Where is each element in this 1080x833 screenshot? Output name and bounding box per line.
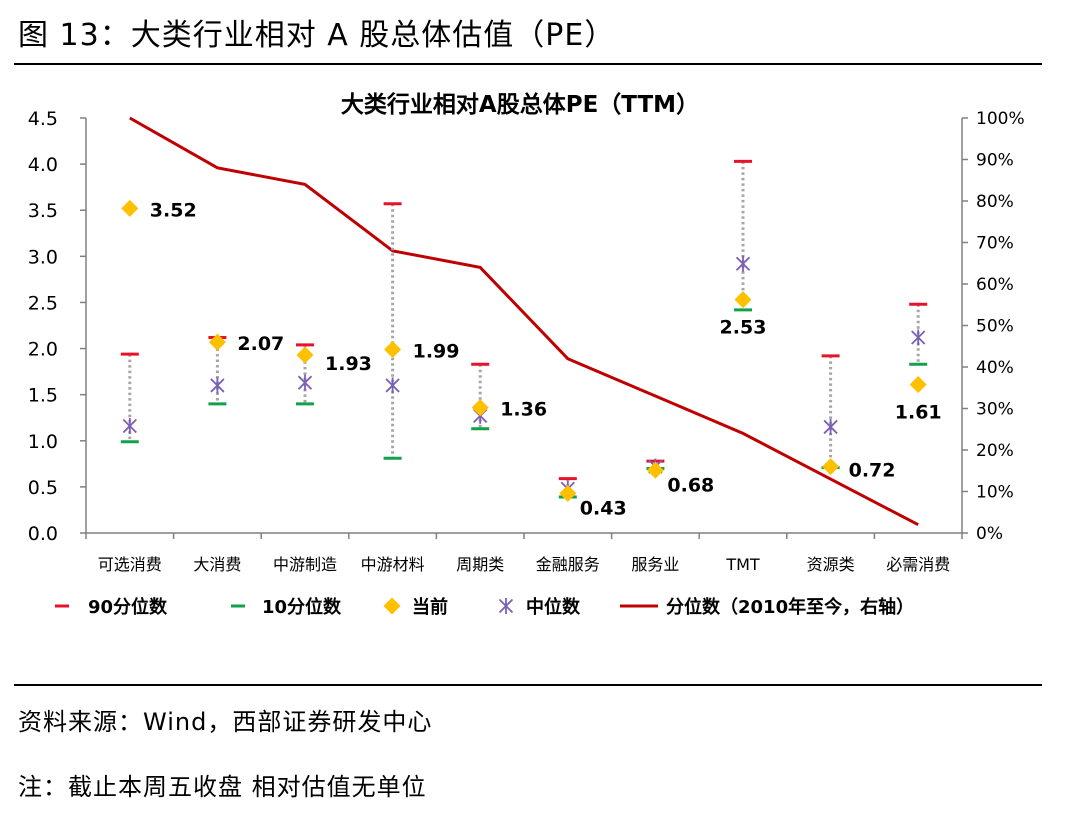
current-marker xyxy=(121,199,139,217)
y-right-tick-label: 40% xyxy=(976,358,1014,378)
x-tick-label: TMT xyxy=(725,555,760,574)
median-marker xyxy=(823,418,838,435)
y-left-tick-label: 3.0 xyxy=(28,246,58,268)
x-tick-label: 周期类 xyxy=(456,555,504,574)
axes xyxy=(80,117,968,539)
data-label: 0.72 xyxy=(849,460,896,482)
data-label: 0.43 xyxy=(580,497,627,519)
y-left-tick-label: 2.5 xyxy=(28,292,58,314)
x-tick-label: 大消费 xyxy=(193,555,241,574)
data-label: 1.99 xyxy=(413,340,460,362)
current-marker xyxy=(559,484,577,502)
x-tick-label: 必需消费 xyxy=(886,555,950,574)
y-left-tick-label: 1.5 xyxy=(28,385,58,407)
y-left-tick-label: 4.0 xyxy=(28,154,58,176)
chart-title: 大类行业相对A股总体PE（TTM） xyxy=(341,91,699,118)
data-labels: 3.52 2.07 1.93 1.99 1.36 0.43 0.68 2.53 0.72 1.61 xyxy=(150,199,942,519)
legend-item: 中位数 xyxy=(498,596,581,618)
current-marker xyxy=(822,458,840,476)
current-marker xyxy=(471,399,489,417)
current-marker xyxy=(384,340,402,358)
data-label: 3.52 xyxy=(150,199,197,221)
y-right-tick-label: 50% xyxy=(976,317,1014,337)
median-marker xyxy=(122,418,137,435)
median-marker xyxy=(210,377,225,394)
bottom-rule xyxy=(14,684,1042,686)
legend-label: 分位数（2010年至今，右轴） xyxy=(666,596,914,618)
figure-title: 图 13：大类行业相对 A 股总体估值（PE） xyxy=(18,18,616,53)
legend-item: 10分位数 xyxy=(231,596,342,618)
current-marker xyxy=(734,291,752,309)
y-right-tick-label: 100% xyxy=(976,109,1025,129)
data-label: 1.36 xyxy=(500,399,547,421)
current-marker xyxy=(296,346,314,364)
y-right-tick-label: 80% xyxy=(976,192,1014,212)
data-label: 2.53 xyxy=(720,317,767,339)
y-right-tick-label: 20% xyxy=(976,441,1014,461)
x-tick-label: 可选消费 xyxy=(98,555,162,574)
data-label: 1.93 xyxy=(325,353,372,375)
data-label: 2.07 xyxy=(237,333,284,355)
y-left-tick-label: 2.0 xyxy=(28,339,58,361)
y-right-tick-label: 70% xyxy=(976,234,1014,254)
note-text: 注：截止本周五收盘 相对估值无单位 xyxy=(18,773,427,801)
y-right-tick-label: 0% xyxy=(976,524,1003,544)
tick-labels: 0.0 0.5 1.0 1.5 2.0 2.5 3.0 3.5 4.0 4.5 0% 10% 20% 30… xyxy=(28,108,1025,574)
current-marker xyxy=(646,461,664,479)
data-label: 0.68 xyxy=(667,474,714,496)
y-right-tick-label: 10% xyxy=(976,483,1014,503)
y-right-tick-label: 90% xyxy=(976,151,1014,171)
legend-label: 10分位数 xyxy=(262,596,342,618)
data-label: 1.61 xyxy=(895,402,942,424)
median-marker xyxy=(911,329,926,346)
legend-item: 分位数（2010年至今，右轴） xyxy=(620,596,914,618)
median-marker xyxy=(385,377,400,394)
top-rule xyxy=(14,63,1042,65)
x-tick-label: 中游材料 xyxy=(361,555,425,574)
legend-swatch xyxy=(498,598,514,614)
x-tick-label: 资源类 xyxy=(807,555,855,574)
percentile-line-group xyxy=(129,116,919,527)
legend-swatch xyxy=(383,597,401,615)
legend-label: 90分位数 xyxy=(88,596,168,618)
y-left-tick-label: 0.0 xyxy=(28,523,58,545)
legend-item: 90分位数 xyxy=(55,596,168,618)
current-marker xyxy=(909,376,927,394)
legend-label: 当前 xyxy=(412,596,448,618)
marks xyxy=(120,159,928,502)
median-marker xyxy=(297,374,313,391)
percentile-line xyxy=(129,116,919,527)
x-tick-label: 服务业 xyxy=(631,555,679,574)
y-left-tick-label: 3.5 xyxy=(28,200,58,222)
current-marker xyxy=(208,333,226,351)
legend-label: 中位数 xyxy=(526,596,581,618)
y-right-tick-label: 60% xyxy=(976,275,1014,295)
legend: 90分位数 10分位数 当前 中位数 分位数（2010年至今，右轴） xyxy=(55,596,914,618)
y-left-tick-label: 1.0 xyxy=(28,431,58,453)
median-marker xyxy=(735,255,751,272)
chart: 大类行业相对A股总体PE（TTM） 0.0 0.5 1.0 1.5 2.0 2.5 3.0 3… xyxy=(28,91,1025,618)
x-tick-label: 金融服务 xyxy=(536,555,600,574)
y-left-tick-label: 0.5 xyxy=(28,477,58,499)
source-text: 资料来源：Wind，西部证券研发中心 xyxy=(18,708,433,736)
legend-item: 当前 xyxy=(383,596,448,618)
y-left-tick-label: 4.5 xyxy=(28,108,58,130)
x-tick-label: 中游制造 xyxy=(273,555,337,574)
y-right-tick-label: 30% xyxy=(976,400,1014,420)
